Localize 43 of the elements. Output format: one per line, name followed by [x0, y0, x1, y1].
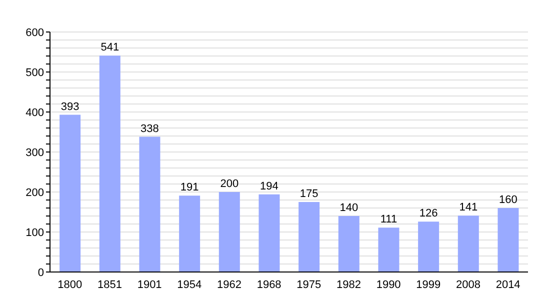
bar	[218, 192, 240, 272]
bar	[458, 216, 479, 272]
bar	[60, 114, 81, 272]
data-label: 175	[300, 188, 318, 200]
x-tick-label: 1851	[98, 278, 122, 291]
data-label: 200	[220, 178, 239, 190]
bar	[498, 208, 519, 272]
bar	[418, 222, 440, 272]
data-label: 191	[180, 182, 199, 194]
data-label: 126	[419, 208, 438, 220]
x-tick-label: 1990	[376, 278, 401, 291]
y-tick-label: 400	[26, 106, 44, 119]
x-tick-label: 1975	[296, 278, 322, 291]
x-tick-label: 1968	[256, 278, 282, 291]
bar	[298, 202, 320, 272]
x-tick-label: 1982	[336, 278, 361, 291]
data-label: 140	[340, 202, 358, 214]
y-tick-label: 0	[38, 266, 44, 279]
bar	[139, 136, 160, 272]
bar	[99, 56, 120, 272]
y-tick-label: 300	[26, 146, 44, 159]
x-tick-label: 2014	[496, 278, 520, 291]
bar	[338, 216, 360, 272]
x-tick-label: 2008	[456, 278, 480, 291]
data-label: 541	[100, 42, 120, 54]
y-tick-label: 100	[26, 226, 44, 239]
y-tick-label: 600	[26, 26, 44, 39]
x-tick-label: 1901	[137, 278, 162, 291]
y-tick-label: 500	[26, 66, 44, 79]
bar	[378, 228, 400, 272]
x-tick-label: 1962	[217, 278, 242, 291]
y-tick-label: 200	[26, 186, 44, 199]
data-label: 111	[380, 214, 398, 226]
bar	[179, 196, 200, 272]
data-label: 160	[499, 194, 518, 206]
data-label: 338	[140, 122, 159, 135]
x-tick-label: 1954	[177, 278, 202, 291]
x-tick-label: 1999	[416, 278, 441, 291]
x-tick-label: 1800	[58, 278, 82, 291]
data-label: 194	[260, 180, 278, 192]
data-label: 393	[60, 100, 80, 113]
data-label: 141	[459, 202, 478, 214]
bar	[258, 194, 280, 272]
